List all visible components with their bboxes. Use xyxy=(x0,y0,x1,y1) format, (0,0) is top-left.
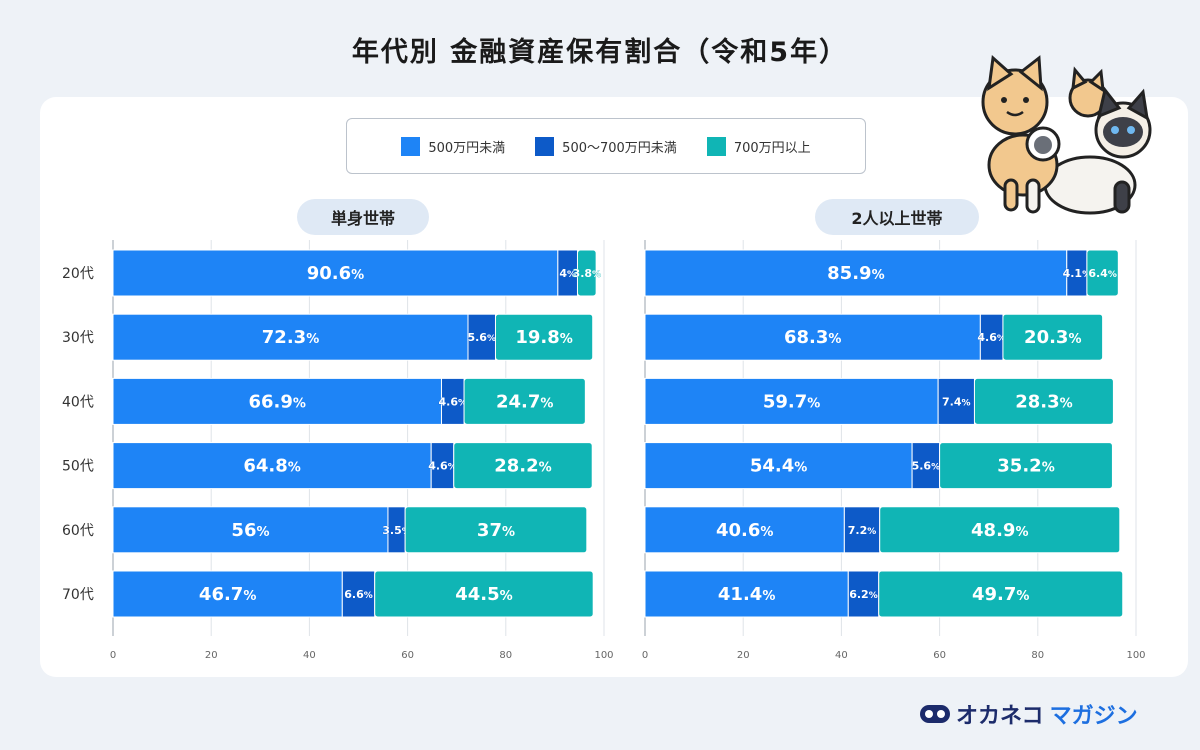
category-label: 30代 xyxy=(62,330,94,346)
data-label: 4% xyxy=(559,267,576,280)
data-label: 4.6% xyxy=(439,395,468,408)
data-label: 5.6% xyxy=(912,460,941,473)
bar-segment xyxy=(112,313,469,361)
data-label: 7.2% xyxy=(848,524,877,537)
bar-segment xyxy=(911,442,941,490)
bar-segment xyxy=(463,377,586,425)
tick-label: 0 xyxy=(110,650,116,661)
legend-item-high: 700万円以上 xyxy=(706,136,811,156)
data-label: 20.3% xyxy=(1024,327,1081,348)
legend-swatch-low xyxy=(401,136,421,156)
data-label: 48.9% xyxy=(971,520,1028,541)
data-label: 68.3% xyxy=(784,327,841,348)
bar-segment xyxy=(1086,249,1119,297)
bar-segment xyxy=(112,442,432,490)
bar-segment xyxy=(644,377,939,425)
data-label: 3.8% xyxy=(573,267,602,280)
brand-name-part2: マガジン xyxy=(1049,704,1138,729)
legend-label-low: 500万円未満 xyxy=(428,140,506,156)
bar-segment xyxy=(937,377,975,425)
data-label: 54.4% xyxy=(750,456,807,477)
bar-segment xyxy=(112,570,343,618)
data-label: 5.6% xyxy=(467,331,496,344)
tick-label: 40 xyxy=(303,650,316,661)
data-label: 64.8% xyxy=(243,456,300,477)
legend-item-mid: 500〜700万円未満 xyxy=(535,136,677,156)
category-label: 70代 xyxy=(62,587,94,603)
tick-label: 40 xyxy=(835,650,848,661)
bar-segment xyxy=(939,442,1113,490)
tick-label: 20 xyxy=(205,650,218,661)
panel-title-multi: 2人以上世帯 xyxy=(815,199,979,235)
page-title: 年代別 金融資産保有割合（令和5年） xyxy=(351,37,849,68)
legend-item-low: 500万円未満 xyxy=(401,136,506,156)
data-label: 28.3% xyxy=(1015,391,1072,412)
data-label: 35.2% xyxy=(997,456,1054,477)
bar-segment xyxy=(467,313,496,361)
data-label: 4.6% xyxy=(977,331,1006,344)
data-label: 72.3% xyxy=(262,327,319,348)
data-label: 41.4% xyxy=(718,584,775,605)
panel-title-single: 単身世帯 xyxy=(297,199,429,235)
bar-segment xyxy=(453,442,593,490)
data-label: 59.7% xyxy=(763,391,820,412)
bar-segment xyxy=(341,570,376,618)
legend-label-high: 700万円以上 xyxy=(733,140,811,156)
data-label: 56% xyxy=(231,520,269,541)
tick-label: 60 xyxy=(401,650,414,661)
bar-segment xyxy=(404,506,588,554)
data-label: 6.4% xyxy=(1088,267,1117,280)
brand-logo-icon xyxy=(920,705,950,723)
legend-swatch-high xyxy=(706,136,726,156)
category-label: 60代 xyxy=(62,523,94,539)
data-label: 37% xyxy=(477,520,515,541)
bar-segment xyxy=(1002,313,1104,361)
tick-label: 100 xyxy=(594,650,613,661)
data-label: 49.7% xyxy=(972,584,1029,605)
bar-segment xyxy=(374,570,594,618)
bar-segment xyxy=(644,442,913,490)
data-label: 46.7% xyxy=(199,584,256,605)
category-label: 50代 xyxy=(62,459,94,475)
tick-label: 80 xyxy=(499,650,512,661)
data-label: 85.9% xyxy=(827,263,884,284)
data-label: 40.6% xyxy=(716,520,773,541)
bar-segment xyxy=(112,377,442,425)
category-label: 40代 xyxy=(62,394,94,410)
bar-segment xyxy=(644,313,981,361)
bar-segment xyxy=(843,506,881,554)
bar-segment xyxy=(112,249,559,297)
brand-logo: オカネコ マガジン xyxy=(920,698,1138,730)
bar-segment xyxy=(973,377,1114,425)
tick-label: 80 xyxy=(1031,650,1044,661)
brand-name-part1: オカネコ xyxy=(956,704,1044,729)
data-label: 7.4% xyxy=(942,395,971,408)
tick-label: 0 xyxy=(642,650,648,661)
tick-label: 60 xyxy=(933,650,946,661)
bar-segment xyxy=(879,506,1121,554)
data-label: 6.6% xyxy=(344,588,373,601)
data-label: 44.5% xyxy=(455,584,512,605)
bar-segment xyxy=(878,570,1124,618)
tick-label: 20 xyxy=(737,650,750,661)
bar-segment xyxy=(576,249,597,297)
data-label: 28.2% xyxy=(494,456,551,477)
data-label: 19.8% xyxy=(515,327,572,348)
bar-segment xyxy=(644,506,845,554)
tick-label: 100 xyxy=(1126,650,1145,661)
legend-swatch-mid xyxy=(535,136,555,156)
bar-segment xyxy=(494,313,594,361)
data-label: 66.9% xyxy=(249,391,306,412)
legend: 500万円未満 500〜700万円未満 700万円以上 xyxy=(346,118,866,174)
bar-segment xyxy=(644,249,1068,297)
cat-mascot-illustration xyxy=(981,55,1152,215)
data-label: 90.6% xyxy=(307,263,364,284)
bar-segment xyxy=(644,570,849,618)
data-label: 4.6% xyxy=(428,460,457,473)
data-label: 6.2% xyxy=(849,588,878,601)
data-label: 24.7% xyxy=(496,391,553,412)
category-label: 20代 xyxy=(62,266,94,282)
legend-label-mid: 500〜700万円未満 xyxy=(562,140,677,156)
